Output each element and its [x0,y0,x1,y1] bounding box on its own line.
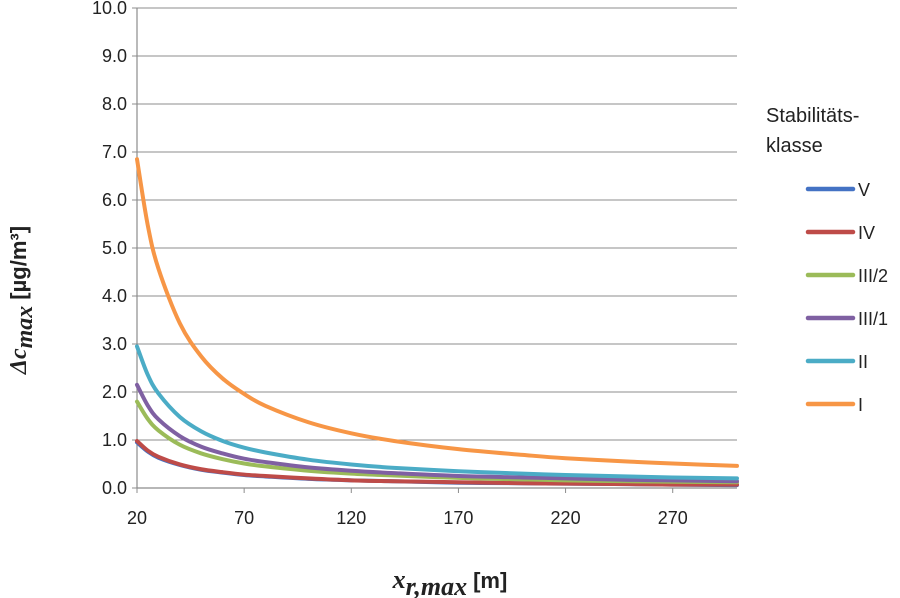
x-tick-label: 20 [127,508,147,528]
gridlines [132,7,737,493]
y-tick-label: 8.0 [102,94,127,114]
x-axis-label-unit: [m] [473,568,507,593]
x-tick-label: 70 [234,508,254,528]
y-tick-label: 7.0 [102,142,127,162]
x-tick-labels: 20 70 120 170 220 270 [127,508,688,528]
x-tick-label: 120 [336,508,366,528]
series-line-iv [135,438,739,487]
y-tick-label: 5.0 [102,238,127,258]
legend-label: II [858,352,868,372]
legend-label: III/2 [858,266,888,286]
series-line-iii-1 [135,382,739,484]
y-axis-label-main: Δc [6,348,32,375]
series-line-ii [135,344,739,481]
legend-label: V [858,180,870,200]
series-lines [135,157,739,488]
legend-title-line1: Stabilitäts- [766,105,859,127]
series-line-i [135,157,739,468]
y-axis-label-sub: max [12,306,38,349]
x-axis-label: xr,max [m] [392,565,508,598]
y-tick-label: 0.0 [102,478,127,498]
y-tick-label: 2.0 [102,382,127,402]
svg-text:xr,max[m]: xr,max [m] [392,565,508,598]
axes [136,8,737,489]
x-tick-label: 170 [443,508,473,528]
y-tick-label: 10.0 [92,0,127,18]
y-tick-label: 3.0 [102,334,127,354]
legend-label: IV [858,223,875,243]
y-tick-label: 4.0 [102,286,127,306]
legend-title-line2: klasse [766,135,823,157]
x-tick-label: 270 [658,508,688,528]
y-tick-label: 9.0 [102,46,127,66]
legend-label: III/1 [858,309,888,329]
y-tick-label: 1.0 [102,430,127,450]
x-axis-label-main: x [392,565,406,594]
y-axis-label-unit: [µg/m³] [6,226,31,300]
y-tick-label: 6.0 [102,190,127,210]
legend-label: I [858,395,863,415]
svg-text:Δcmax[µg/m³]: Δcmax [µg/m³] [6,226,38,375]
y-tick-labels: 0.0 1.0 2.0 3.0 4.0 5.0 6.0 7.0 8.0 9.0 10.0 [92,0,127,498]
x-tick-label: 220 [551,508,581,528]
y-axis-label: Δcmax [µg/m³] [6,226,38,375]
x-axis-label-sub: r,max [406,572,467,598]
